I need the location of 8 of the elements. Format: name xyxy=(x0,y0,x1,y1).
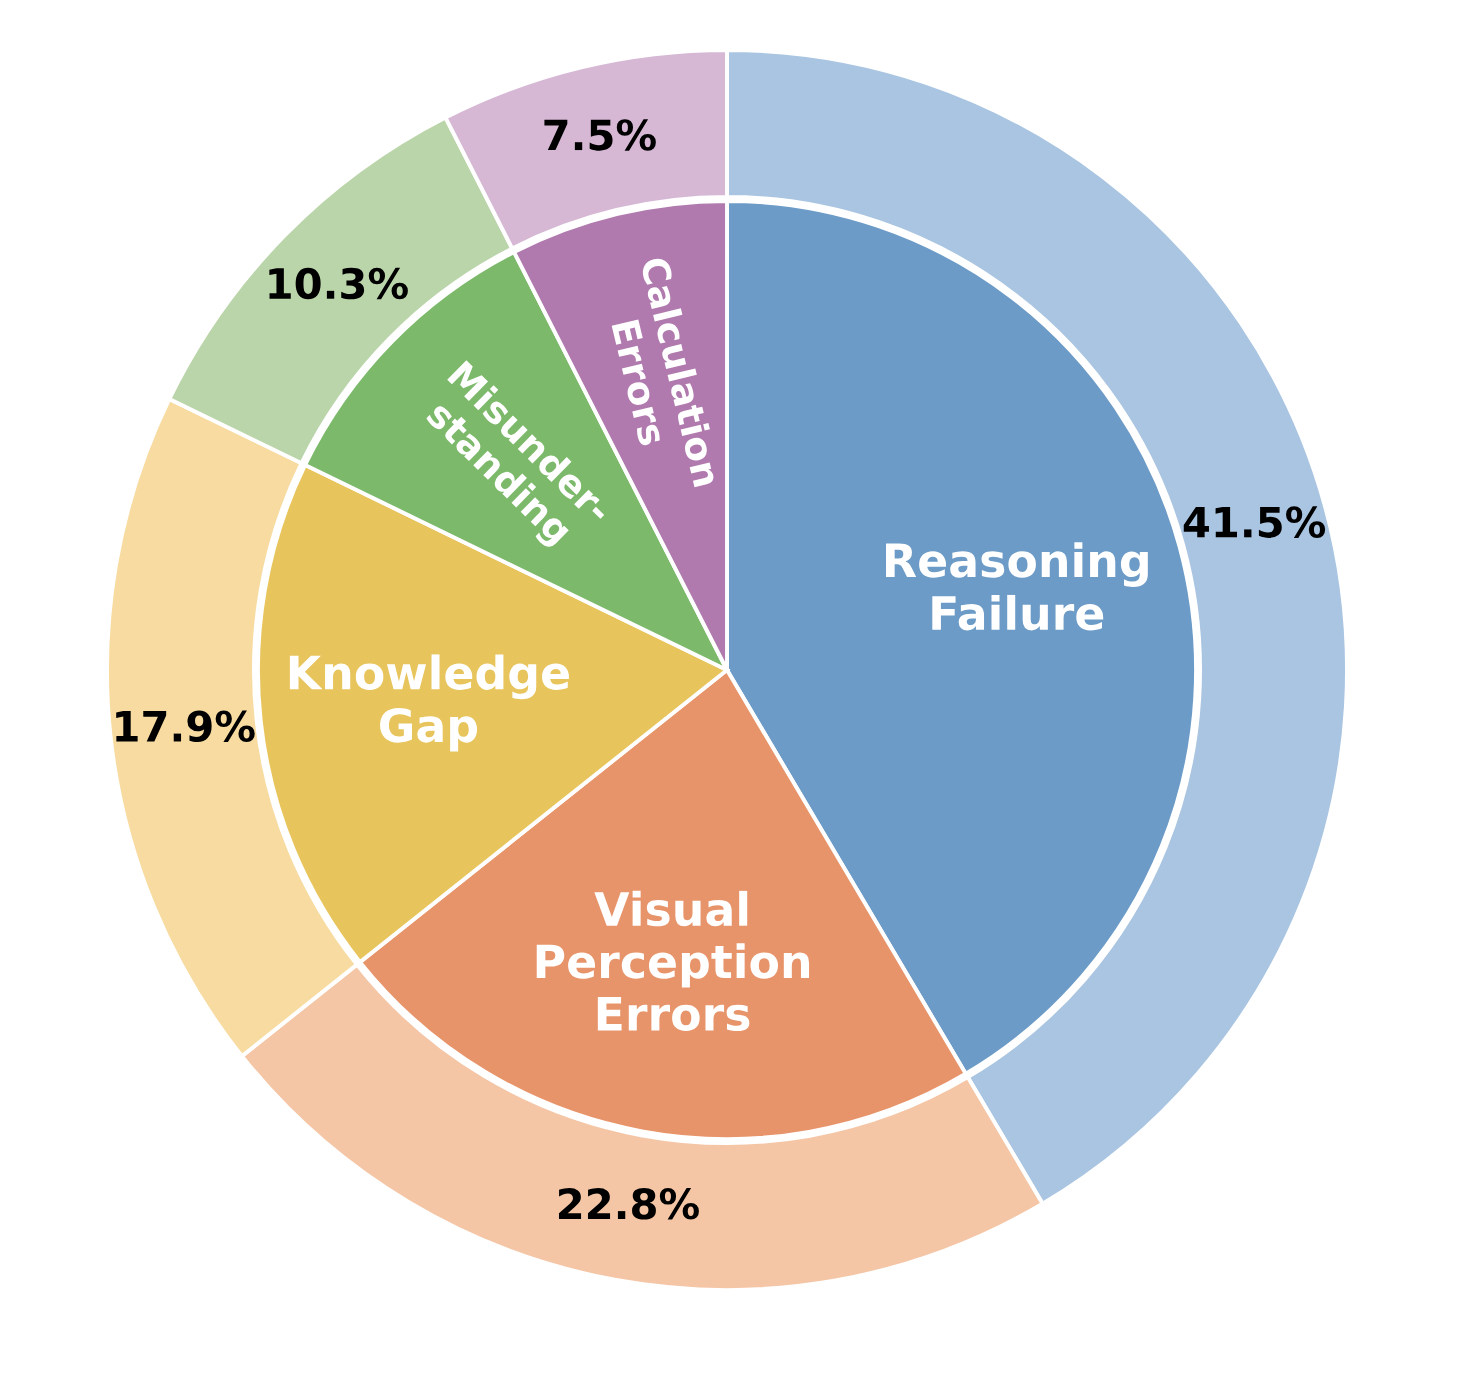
slice-label: Knowledge Gap xyxy=(289,654,569,752)
data-label: 41.5% xyxy=(1183,506,1326,538)
data-label: 22.8% xyxy=(558,1188,699,1220)
slice-label: Visual Perception Errors xyxy=(536,890,810,1032)
data-label: 10.3% xyxy=(269,267,408,300)
data-label: 17.9% xyxy=(116,710,255,743)
slice-label: Reasoning Failure xyxy=(886,542,1148,631)
data-label: 7.5% xyxy=(544,119,656,151)
